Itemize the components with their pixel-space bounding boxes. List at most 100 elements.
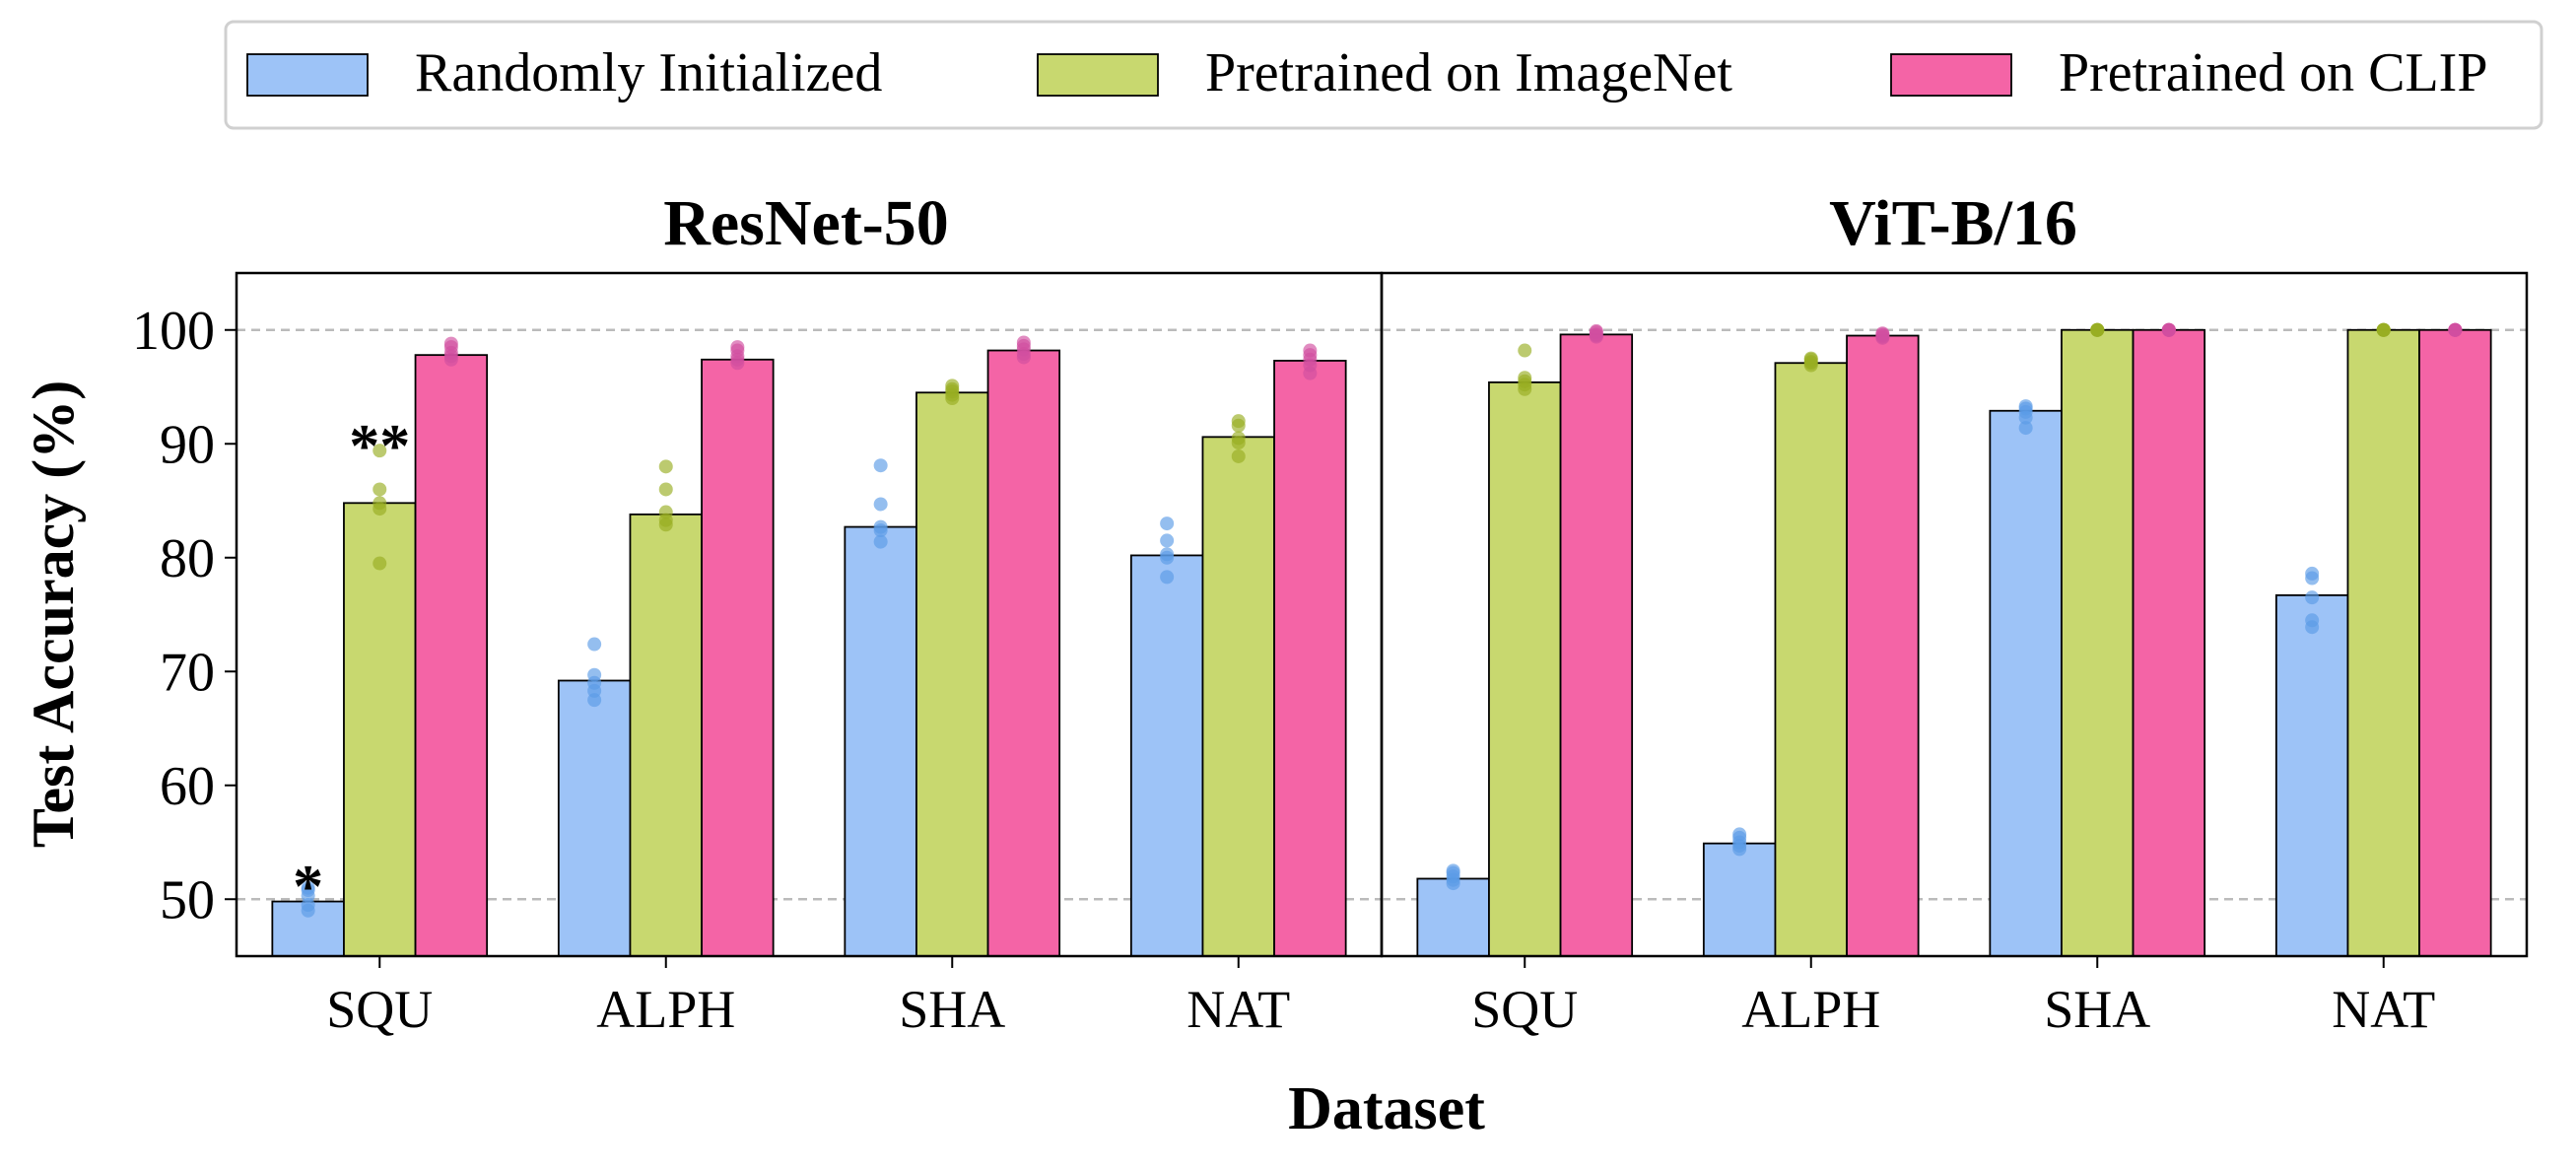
data-point-sha-pretrained-on-imagenet-4 [2090, 322, 2105, 337]
data-point-squ-pretrained-on-clip-4 [1589, 323, 1603, 338]
data-point-alph-pretrained-on-clip-4 [730, 340, 745, 355]
plot-frame [1380, 271, 2529, 958]
bar-nat-pretrained-on-clip [1273, 360, 1347, 957]
data-point-squ-pretrained-on-clip-4 [443, 336, 458, 351]
data-point-alph-randomly-initialized-3 [587, 667, 602, 682]
legend-label: Randomly Initialized [415, 42, 882, 103]
bar-sha-randomly-initialized [1989, 409, 2063, 957]
data-point-squ-pretrained-on-imagenet-3 [1518, 371, 1532, 385]
bar-nat-pretrained-on-clip [2418, 328, 2492, 957]
x-tick-label-alph: ALPH [596, 980, 735, 1039]
bar-squ-randomly-initialized [1416, 877, 1490, 957]
data-point-squ-pretrained-on-imagenet-3 [373, 482, 387, 497]
data-point-nat-randomly-initialized-4 [1160, 517, 1175, 531]
legend-label: Pretrained on CLIP [2059, 42, 2487, 103]
panel-vit-b16: ViT-B/16 SQU ALPH SHA NAT [1380, 187, 2529, 1039]
y-tick-label-90: 90 [160, 414, 215, 475]
x-tick-label-sha: SHA [899, 980, 1005, 1039]
bar-squ-pretrained-on-imagenet [343, 502, 417, 957]
data-point-nat-pretrained-on-clip-4 [1303, 343, 1318, 358]
bar-nat-pretrained-on-imagenet [2346, 328, 2420, 957]
data-point-nat-pretrained-on-clip-4 [2448, 322, 2463, 337]
legend-entry-pretrained-imagenet: Pretrained on ImageNet [1037, 42, 1732, 103]
data-point-nat-pretrained-on-imagenet-4 [2376, 322, 2391, 337]
y-tick-label-70: 70 [160, 642, 215, 703]
data-point-squ-randomly-initialized-4 [1446, 863, 1460, 878]
data-point-alph-pretrained-on-imagenet-3 [658, 482, 673, 497]
panel-title: ViT-B/16 [1829, 187, 2077, 259]
x-tick-label-nat: NAT [2332, 980, 2435, 1039]
data-point-alph-pretrained-on-imagenet-2 [658, 505, 673, 519]
bar-alph-pretrained-on-imagenet [1774, 362, 1848, 957]
data-point-nat-randomly-initialized-0 [1160, 570, 1175, 585]
bar-alph-randomly-initialized [557, 679, 632, 957]
y-tick-label-100: 100 [132, 301, 215, 362]
data-point-alph-randomly-initialized-4 [587, 637, 602, 652]
bar-sha-pretrained-on-clip [986, 349, 1061, 957]
bar-sha-pretrained-on-imagenet [2061, 328, 2135, 957]
data-point-squ-pretrained-on-imagenet-4 [1518, 343, 1532, 358]
data-point-alph-pretrained-on-clip-4 [1875, 326, 1890, 341]
bar-squ-pretrained-on-clip [414, 354, 489, 957]
x-axis-label: Dataset [1288, 1075, 1485, 1142]
x-tick-label-sha: SHA [2044, 980, 2150, 1039]
bar-nat-pretrained-on-imagenet [1201, 436, 1275, 957]
significance-marker: ** [349, 413, 410, 480]
data-point-nat-randomly-initialized-1 [2305, 613, 2320, 628]
data-point-nat-randomly-initialized-4 [2305, 566, 2320, 581]
bar-squ-pretrained-on-imagenet [1488, 380, 1562, 957]
data-point-squ-pretrained-on-imagenet-2 [373, 496, 387, 511]
data-point-sha-randomly-initialized-3 [873, 497, 888, 512]
bar-alph-pretrained-on-clip [701, 358, 775, 957]
data-point-sha-randomly-initialized-4 [2018, 399, 2033, 414]
y-tick-label-60: 60 [160, 756, 215, 817]
data-point-sha-pretrained-on-imagenet-4 [945, 379, 960, 393]
data-point-squ-pretrained-on-imagenet-4 [373, 444, 387, 458]
data-point-nat-randomly-initialized-2 [1160, 547, 1175, 562]
bar-alph-randomly-initialized [1702, 842, 1777, 957]
legend-entry-randomly-initialized: Randomly Initialized [246, 42, 882, 103]
data-point-nat-pretrained-on-imagenet-2 [1231, 431, 1246, 446]
data-point-nat-randomly-initialized-2 [2305, 590, 2320, 605]
legend-swatch [246, 53, 369, 97]
x-tick-label-squ: SQU [326, 980, 433, 1039]
panel-title: ResNet-50 [663, 187, 949, 259]
legend-label: Pretrained on ImageNet [1205, 42, 1732, 103]
bar-sha-pretrained-on-imagenet [915, 391, 989, 957]
data-point-squ-pretrained-on-imagenet-0 [373, 556, 387, 571]
y-tick-label-50: 50 [160, 869, 215, 930]
legend: Randomly Initialized Pretrained on Image… [224, 20, 2543, 130]
data-point-sha-randomly-initialized-0 [873, 534, 888, 549]
y-tick-label-80: 80 [160, 528, 215, 589]
x-tick-label-nat: NAT [1186, 980, 1290, 1039]
data-point-alph-pretrained-on-imagenet-4 [1803, 351, 1818, 366]
data-point-squ-randomly-initialized-4 [301, 880, 315, 895]
legend-entry-pretrained-clip: Pretrained on CLIP [1890, 42, 2487, 103]
bar-squ-pretrained-on-clip [1559, 333, 1634, 957]
bar-sha-pretrained-on-clip [2132, 328, 2206, 957]
data-point-nat-randomly-initialized-3 [1160, 533, 1175, 548]
bar-alph-pretrained-on-imagenet [629, 513, 703, 957]
data-point-alph-pretrained-on-imagenet-4 [658, 459, 673, 474]
data-point-alph-randomly-initialized-4 [1732, 827, 1747, 842]
x-tick-label-squ: SQU [1471, 980, 1578, 1039]
x-tick-label-alph: ALPH [1741, 980, 1880, 1039]
bar-sha-randomly-initialized [844, 525, 917, 957]
bar-nat-randomly-initialized [2274, 593, 2349, 957]
significance-marker: * [293, 854, 323, 921]
data-point-sha-randomly-initialized-2 [873, 519, 888, 534]
legend-frame [224, 20, 2543, 130]
data-point-sha-pretrained-on-clip-4 [1016, 335, 1031, 350]
data-point-nat-pretrained-on-imagenet-0 [1231, 448, 1246, 463]
y-axis-label: Test Accuracy (%) [21, 380, 86, 848]
data-point-nat-pretrained-on-imagenet-4 [1231, 414, 1246, 429]
legend-swatch [1890, 53, 2012, 97]
legend-swatch [1037, 53, 1159, 97]
bar-alph-pretrained-on-clip [1846, 334, 1920, 957]
bar-nat-randomly-initialized [1129, 554, 1204, 957]
plot-area: SQU ALPH SHA NAT [1380, 271, 2529, 1039]
data-point-sha-randomly-initialized-0 [2018, 421, 2033, 436]
